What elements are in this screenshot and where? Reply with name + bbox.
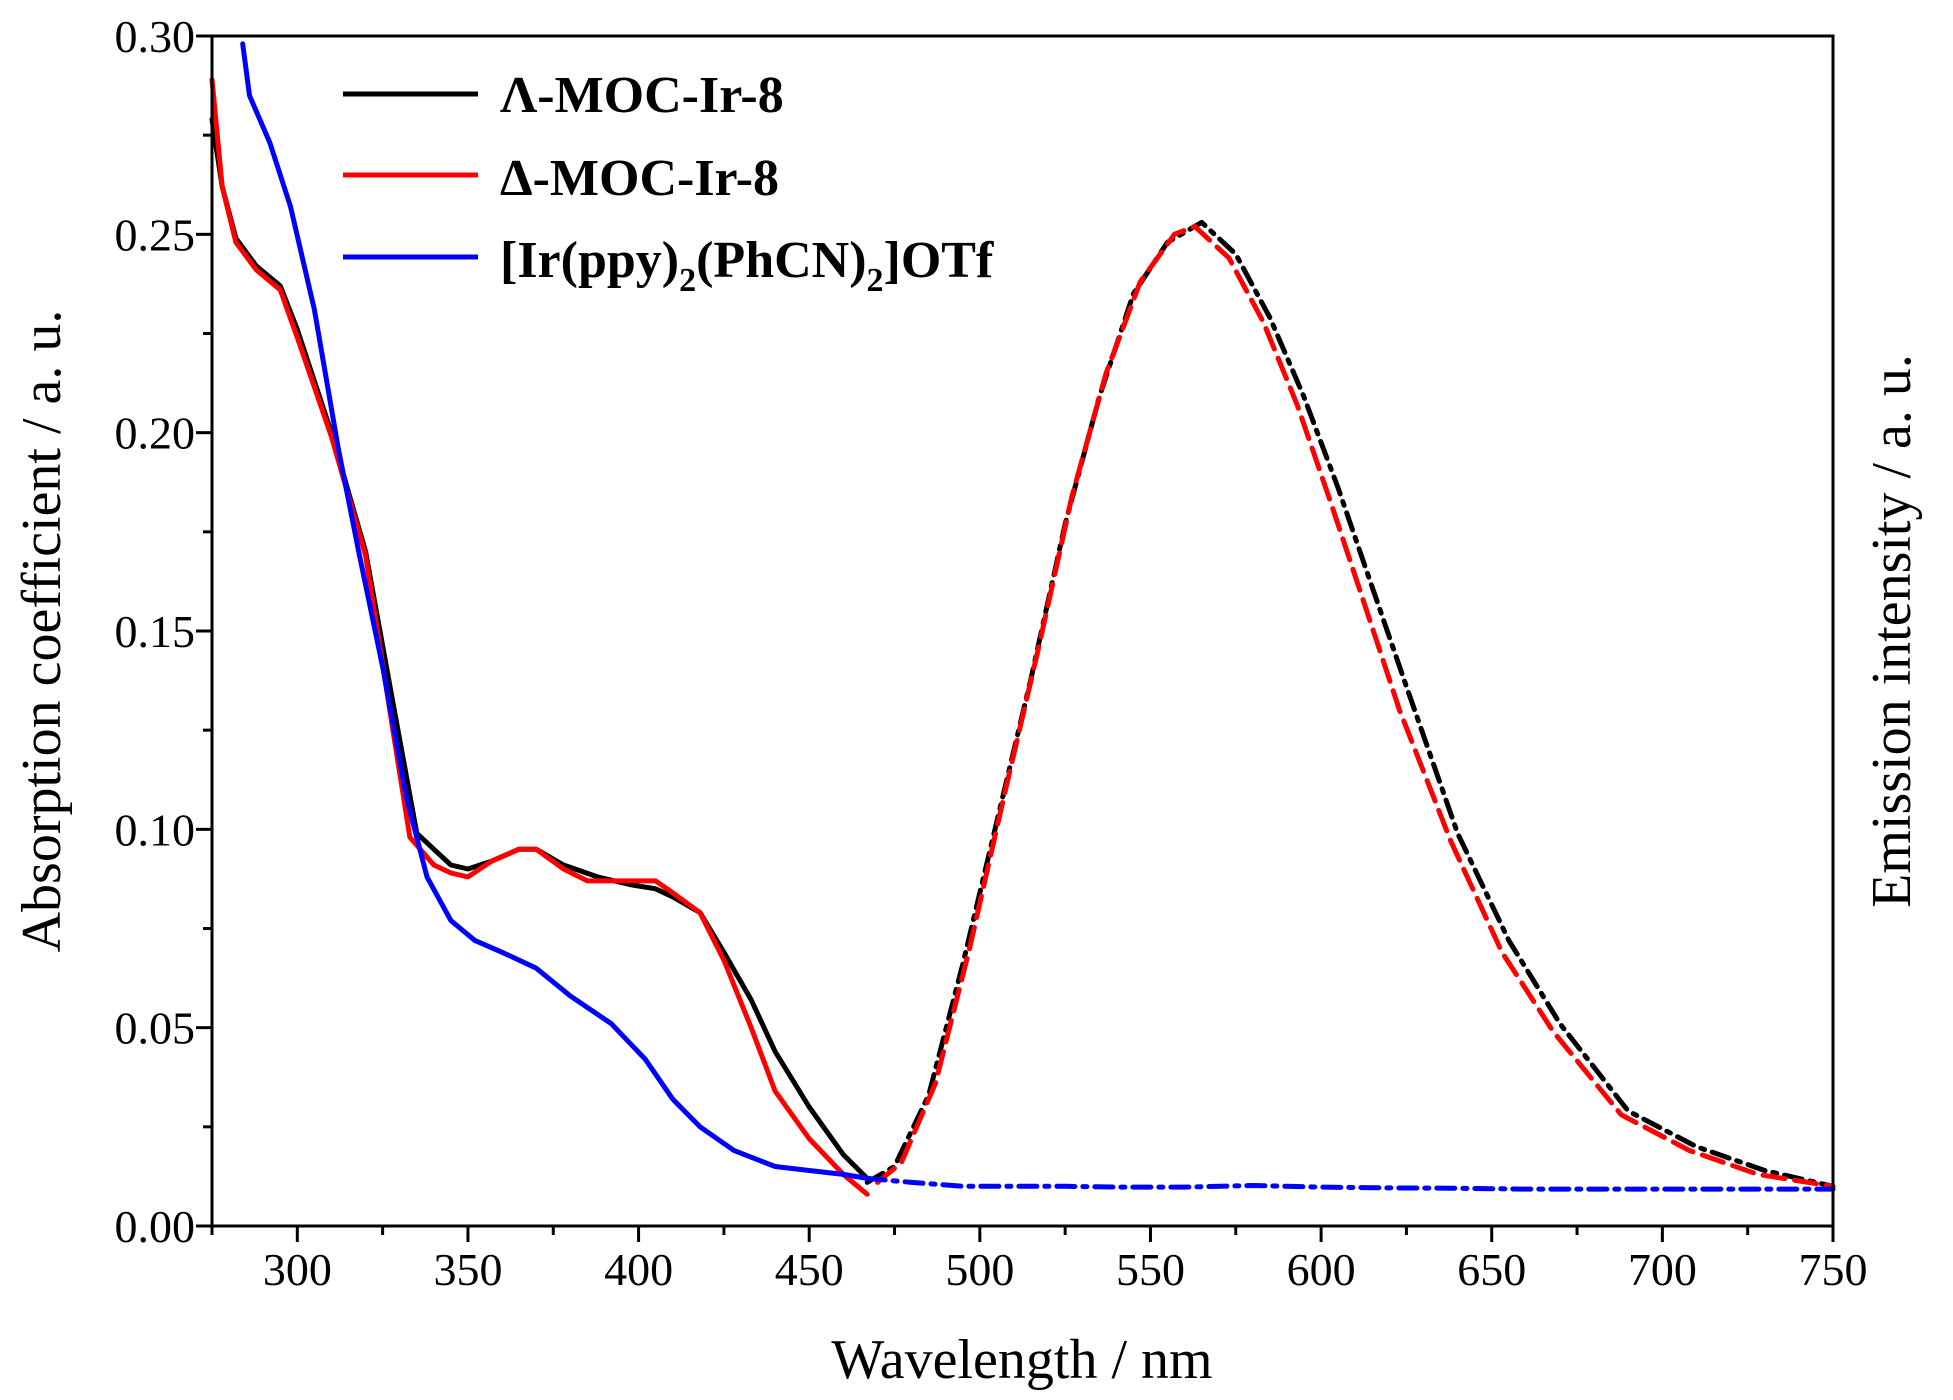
y-tick-label: 0.20 (115, 408, 196, 459)
legend-label-ir-complex: [Ir(ppy)2(PhCN)2]OTf (500, 232, 994, 299)
x-tick-label: 750 (1799, 1244, 1868, 1295)
x-tick-label: 650 (1457, 1244, 1526, 1295)
y-tick-label: 0.15 (115, 606, 196, 657)
y-tick-label: 0.10 (115, 804, 196, 855)
y-tick-label: 0.30 (115, 11, 196, 62)
series-line-5 (864, 1175, 1836, 1192)
label-layer: 300 350 400 450 500 550 600 650 700 750 0.00 0.05 0.… (115, 11, 1868, 1295)
series-line-4 (875, 223, 1836, 1189)
series-line-3 (864, 219, 1836, 1189)
x-tick-label: 350 (433, 1244, 502, 1295)
legend-label-delta: Δ-MOC-Ir-8 (500, 150, 779, 207)
x-tick-label: 400 (604, 1244, 673, 1295)
series-layer (209, 41, 1836, 1197)
y-tick-label: 0.25 (115, 209, 196, 260)
x-tick-label: 500 (945, 1244, 1014, 1295)
tick-layer (196, 34, 1835, 1242)
legend: Λ-MOC-Ir-8 Δ-MOC-Ir-8 [Ir(ppy)2(PhCN)2]O… (343, 67, 994, 299)
legend-label-part: [Ir(ppy) (500, 232, 679, 289)
x-tick-label: 600 (1287, 1244, 1356, 1295)
legend-label-subscript: 2 (867, 262, 884, 299)
x-tick-label: 300 (263, 1244, 332, 1295)
plot-frame (210, 34, 1835, 1228)
legend-label-subscript: 2 (679, 262, 696, 299)
y-tick-label: 0.05 (115, 1003, 196, 1054)
y-axis-title-left: Absorption coefficient / a. u. (11, 310, 73, 953)
x-axis-title: Wavelength / nm (831, 1329, 1212, 1391)
legend-label-part: (PhCN) (696, 232, 866, 289)
legend-label-part: ]OTf (884, 232, 994, 289)
x-tick-label: 700 (1628, 1244, 1697, 1295)
y-axis-title-right: Emission intensity / a. u. (1861, 354, 1923, 908)
series-line-2 (240, 41, 870, 1181)
legend-label-lambda: Λ-MOC-Ir-8 (500, 67, 784, 124)
x-tick-label: 550 (1116, 1244, 1185, 1295)
series-line-1 (209, 77, 870, 1197)
y-tick-label: 0.00 (115, 1201, 196, 1252)
x-tick-label: 450 (775, 1244, 844, 1295)
